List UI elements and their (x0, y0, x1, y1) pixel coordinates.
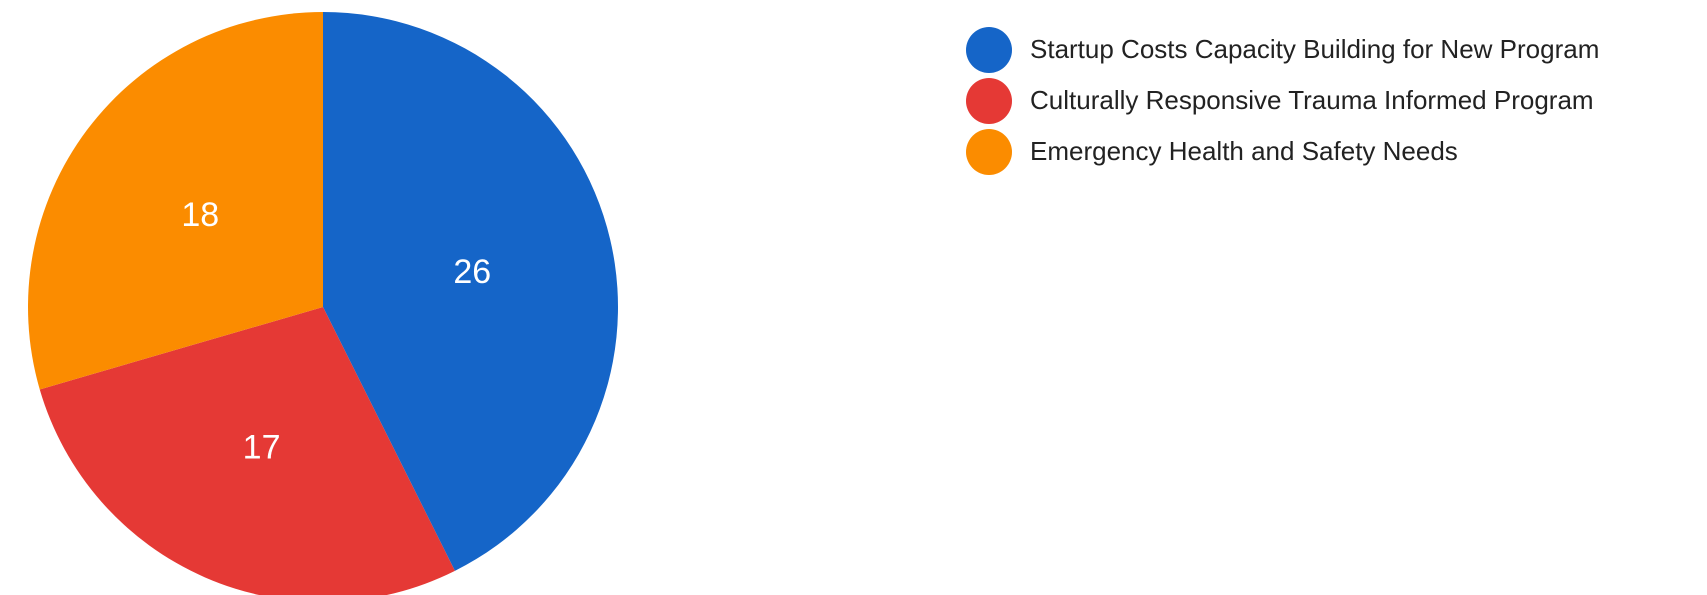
pie-slice-value-label: 18 (181, 196, 219, 234)
pie-slice-startup-costs[interactable] (323, 12, 619, 571)
pie-slice-culturally-responsive[interactable] (39, 307, 455, 595)
pie-chart-canvas: 26 17 18 (27, 11, 619, 595)
legend-item-startup-costs[interactable]: Startup Costs Capacity Building for New … (966, 24, 1599, 75)
legend-swatch-startup-costs (966, 26, 1012, 73)
pie-slice-value-label: 26 (453, 253, 491, 291)
legend-label-emergency-health: Emergency Health and Safety Needs (1030, 136, 1458, 166)
legend-swatch-emergency-health (966, 128, 1012, 175)
legend-item-emergency-health[interactable]: Emergency Health and Safety Needs (966, 126, 1599, 177)
legend: Startup Costs Capacity Building for New … (966, 24, 1599, 177)
pie-slice-emergency-health[interactable] (27, 11, 323, 390)
legend-swatch-culturally-responsive (966, 77, 1012, 124)
legend-label-startup-costs: Startup Costs Capacity Building for New … (1030, 34, 1600, 64)
pie-slice-value-label: 17 (243, 429, 281, 467)
legend-item-culturally-responsive[interactable]: Culturally Responsive Trauma Informed Pr… (966, 75, 1599, 126)
legend-label-culturally-responsive: Culturally Responsive Trauma Informed Pr… (1030, 85, 1594, 115)
